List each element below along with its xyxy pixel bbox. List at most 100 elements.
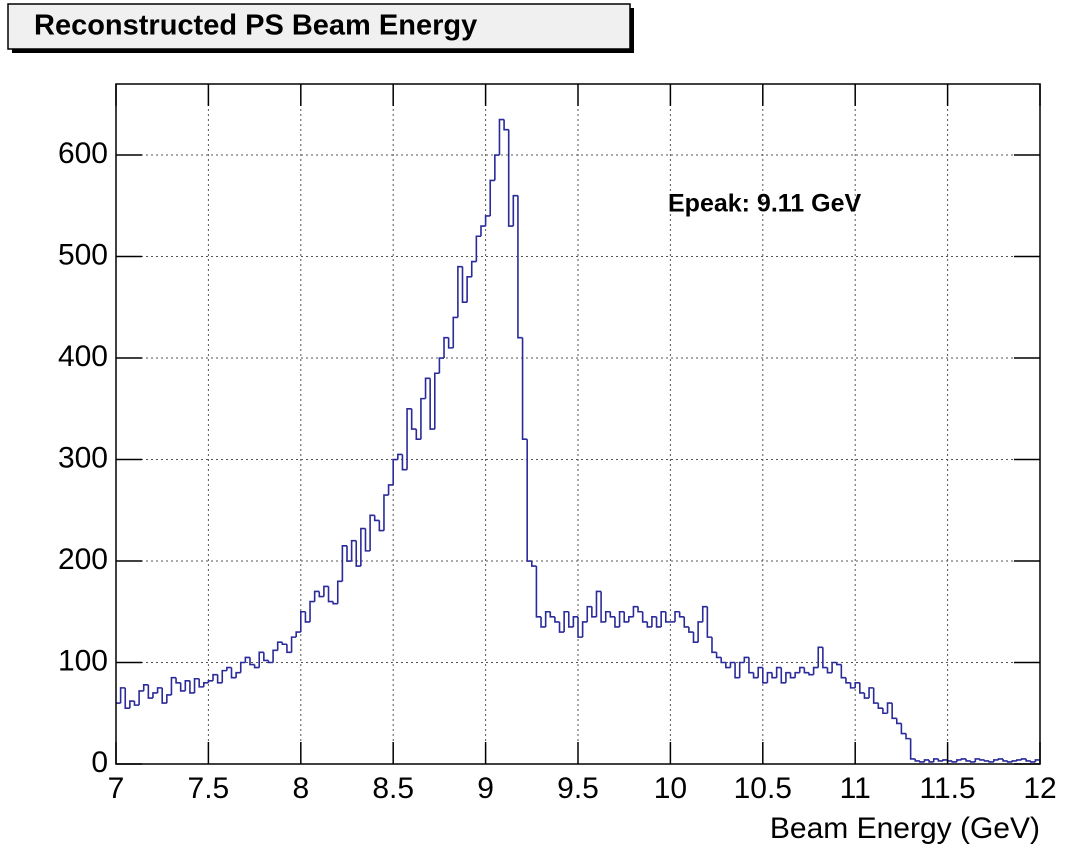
x-tick-label: 7 <box>108 772 125 805</box>
histogram-bin <box>711 637 717 654</box>
histogram-bin <box>720 657 726 664</box>
histogram-bin <box>886 702 893 714</box>
histogram-bin <box>470 260 477 277</box>
histogram-bin <box>318 591 324 598</box>
histogram-bin <box>429 378 435 430</box>
histogram-bin <box>729 661 736 668</box>
histogram-bin <box>567 611 574 628</box>
histogram-bin <box>794 671 800 678</box>
y-tick-label: 0 <box>91 746 108 779</box>
histogram-bin <box>202 682 209 687</box>
histogram-bin <box>628 616 634 622</box>
histogram-bin <box>461 266 468 304</box>
histogram-bin <box>701 605 708 622</box>
histogram-bin <box>1002 758 1008 762</box>
histogram-bin <box>198 678 204 688</box>
histogram-bin <box>170 676 177 695</box>
chart-title: Reconstructed PS Beam Energy <box>34 10 477 42</box>
histogram-bin <box>152 692 158 699</box>
x-tick-label: 10.5 <box>734 772 792 805</box>
histogram-bin <box>766 671 773 683</box>
histogram-bin <box>937 758 943 762</box>
histogram-bin <box>239 661 246 673</box>
histogram-bin <box>1011 760 1017 762</box>
y-tick-label: 100 <box>58 644 108 677</box>
histogram-bin <box>1020 758 1027 760</box>
histogram-bin <box>420 397 426 440</box>
histogram-bin <box>780 667 786 684</box>
histogram-bin <box>956 759 962 762</box>
histogram-bin <box>253 664 260 669</box>
histogram-bin <box>369 514 375 551</box>
histogram-bin <box>179 682 186 692</box>
histogram-bin <box>895 718 902 725</box>
histogram-bin <box>484 215 491 227</box>
histogram-bin <box>905 733 911 740</box>
histogram-bin <box>156 687 163 693</box>
x-tick-label: 8.5 <box>372 772 414 805</box>
histogram-bin <box>854 682 860 688</box>
histogram-bin <box>859 682 865 694</box>
histogram-bin <box>124 687 130 709</box>
histogram-bin <box>748 657 754 674</box>
y-tick-label: 500 <box>58 238 108 271</box>
histogram-bin <box>276 641 283 651</box>
histogram-bin <box>410 408 417 430</box>
histogram-bin <box>803 667 809 674</box>
histogram-bin <box>835 662 842 666</box>
histogram-bin <box>147 684 153 699</box>
histogram-bin <box>221 669 227 683</box>
histogram-bin <box>688 626 694 633</box>
histogram-bin <box>678 611 685 618</box>
histogram-bin <box>595 590 602 617</box>
histogram-bin <box>789 672 796 679</box>
histogram-bin <box>983 759 990 762</box>
histogram-bin <box>1034 759 1040 762</box>
x-tick-label: 9.5 <box>557 772 599 805</box>
histogram-bin <box>997 758 1004 760</box>
histogram-bin <box>364 528 371 552</box>
histogram-bin <box>849 682 856 689</box>
histogram-bin <box>133 701 140 706</box>
histogram-bin <box>475 235 481 262</box>
histogram-bin <box>166 694 172 704</box>
histogram-bin <box>979 758 985 761</box>
histogram-bin <box>521 337 528 441</box>
histogram-bin <box>1006 760 1013 763</box>
histogram-bin <box>586 605 592 622</box>
histogram-bin <box>119 687 126 704</box>
histogram-bin <box>517 195 523 339</box>
histogram-bin <box>138 690 144 706</box>
histogram-bin <box>281 642 287 646</box>
histogram-bin <box>651 616 657 627</box>
histogram-bin <box>988 760 994 763</box>
histogram-bin <box>554 616 560 623</box>
histogram-bin <box>840 664 846 679</box>
histogram-bin <box>378 520 384 532</box>
histogram-bin <box>683 616 689 628</box>
histogram-bin <box>498 118 505 156</box>
histogram-bin <box>900 723 907 735</box>
histogram-bin <box>161 687 167 704</box>
histogram-bin <box>692 632 699 644</box>
histogram-bin <box>771 672 777 679</box>
histogram-bin <box>600 591 606 623</box>
histogram-bin <box>646 621 652 628</box>
histogram-bin <box>752 672 759 679</box>
histogram-bin <box>812 666 819 675</box>
histogram-bin <box>808 672 814 676</box>
histogram-bin <box>1029 760 1036 763</box>
y-tick-label: 400 <box>58 340 108 373</box>
histogram-bin <box>581 621 588 638</box>
histogram-bin <box>263 652 269 662</box>
histogram-bin <box>309 600 315 622</box>
histogram-bin <box>304 611 311 623</box>
histogram-bin <box>882 708 888 715</box>
histogram-bin <box>258 651 264 668</box>
y-tick-label: 200 <box>58 543 108 576</box>
histogram-bin <box>526 439 532 562</box>
histogram-bin <box>424 377 431 399</box>
histogram-bin <box>928 759 934 763</box>
histogram-bin <box>609 611 615 618</box>
histogram-bin <box>965 758 971 762</box>
